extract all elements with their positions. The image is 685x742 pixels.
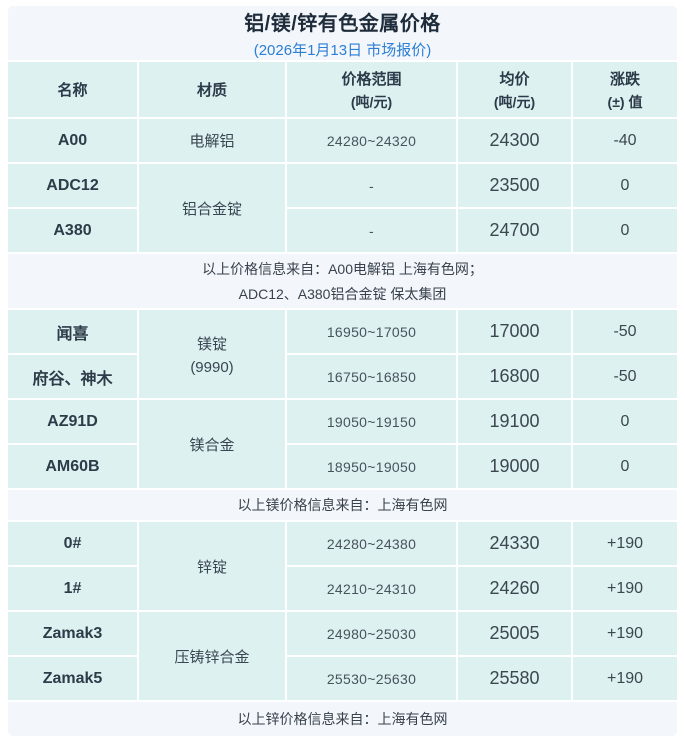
material-grade: (9990) xyxy=(190,358,234,376)
column-header-name: 名称 xyxy=(8,62,137,117)
column-header-average-price: 均价 (吨/元) xyxy=(458,62,571,117)
price-range-cell: - xyxy=(287,164,456,207)
name-cell: A380 xyxy=(8,209,137,252)
title-band: 铝/镁/锌有色金属价格 (2026年1月13日 市场报价) xyxy=(8,6,677,60)
avg-price-cell: 25005 xyxy=(458,612,571,655)
column-header-material: 材质 xyxy=(139,62,285,117)
avg-price-cell: 19000 xyxy=(458,445,571,488)
column-header-price-range: 价格范围 (吨/元) xyxy=(287,62,456,117)
material-cell-merged: 压铸锌合金 xyxy=(139,612,285,700)
price-range-cell: 16750~16850 xyxy=(287,355,456,398)
change-cell: -40 xyxy=(573,119,677,162)
name-cell: Zamak3 xyxy=(8,612,137,655)
zinc-section: 0# 锌锭 24280~24380 24330 +190 1# 24210~24… xyxy=(8,522,677,700)
avg-price-cell: 25580 xyxy=(458,657,571,700)
name-cell: 闻喜 xyxy=(8,310,137,353)
material-label: 镁锭 xyxy=(196,335,227,353)
avg-price-cell: 24330 xyxy=(458,522,571,565)
name-cell: 0# xyxy=(8,522,137,565)
magnesium-source-note: 以上镁价格信息来自：上海有色网 xyxy=(8,490,677,520)
price-range-cell: 24280~24320 xyxy=(287,119,456,162)
change-cell: +190 xyxy=(573,612,677,655)
column-header-label: 均价 xyxy=(499,70,530,88)
column-header-label: 名称 xyxy=(57,82,88,99)
aluminum-section: A00 电解铝 24280~24320 24300 -40 ADC12 铝合金锭… xyxy=(8,119,677,252)
price-range-cell: 25530~25630 xyxy=(287,657,456,700)
change-cell: 0 xyxy=(573,400,677,443)
avg-price-cell: 16800 xyxy=(458,355,571,398)
table-header-row: 名称 材质 价格范围 (吨/元) 均价 (吨/元) 涨跌 (±) 值 xyxy=(8,62,677,117)
material-cell-merged: 镁锭 (9990) xyxy=(139,310,285,398)
material-cell-merged: 锌锭 xyxy=(139,522,285,610)
report-date-subtitle: (2026年1月13日 市场报价) xyxy=(253,41,432,59)
avg-price-cell: 19100 xyxy=(458,400,571,443)
note-line: 以上价格信息来自：A00电解铝 上海有色网； xyxy=(202,260,483,277)
zinc-source-note: 以上锌价格信息来自：上海有色网 xyxy=(8,702,677,736)
price-report-card: 铝/镁/锌有色金属价格 (2026年1月13日 市场报价) 名称 材质 价格范围… xyxy=(8,6,677,736)
price-range-cell: 16950~17050 xyxy=(287,310,456,353)
change-cell: -50 xyxy=(573,355,677,398)
name-cell: 1# xyxy=(8,567,137,610)
price-range-cell: 18950~19050 xyxy=(287,445,456,488)
material-cell-merged: 镁合金 xyxy=(139,400,285,488)
avg-price-cell: 24300 xyxy=(458,119,571,162)
change-cell: +190 xyxy=(573,522,677,565)
name-cell: AZ91D xyxy=(8,400,137,443)
name-cell: AM60B xyxy=(8,445,137,488)
note-line: 以上锌价格信息来自：上海有色网 xyxy=(237,711,448,727)
name-cell: Zamak5 xyxy=(8,657,137,700)
column-header-unit: (吨/元) xyxy=(493,93,536,110)
change-cell: +190 xyxy=(573,567,677,610)
aluminum-source-note: 以上价格信息来自：A00电解铝 上海有色网； ADC12、A380铝合金锭 保太… xyxy=(8,254,677,308)
price-range-cell: 24210~24310 xyxy=(287,567,456,610)
avg-price-cell: 24700 xyxy=(458,209,571,252)
page-title: 铝/镁/锌有色金属价格 xyxy=(244,12,441,35)
name-cell: A00 xyxy=(8,119,137,162)
material-cell: 电解铝 xyxy=(139,119,285,162)
material-cell-merged: 铝合金锭 xyxy=(139,164,285,252)
avg-price-cell: 24260 xyxy=(458,567,571,610)
column-header-unit: (±) 值 xyxy=(607,93,643,110)
change-cell: -50 xyxy=(573,310,677,353)
avg-price-cell: 23500 xyxy=(458,164,571,207)
name-cell: ADC12 xyxy=(8,164,137,207)
price-range-cell: 24980~25030 xyxy=(287,612,456,655)
name-cell: 府谷、神木 xyxy=(8,355,137,398)
change-cell: 0 xyxy=(573,209,677,252)
column-header-label: 涨跌 xyxy=(609,70,640,88)
column-header-label: 价格范围 xyxy=(341,70,402,88)
price-range-cell: 19050~19150 xyxy=(287,400,456,443)
magnesium-section: 闻喜 镁锭 (9990) 16950~17050 17000 -50 府谷、神木… xyxy=(8,310,677,488)
column-header-unit: (吨/元) xyxy=(350,93,393,110)
change-cell: 0 xyxy=(573,164,677,207)
price-range-cell: 24280~24380 xyxy=(287,522,456,565)
change-cell: 0 xyxy=(573,445,677,488)
avg-price-cell: 17000 xyxy=(458,310,571,353)
note-line: 以上镁价格信息来自：上海有色网 xyxy=(237,497,448,513)
change-cell: +190 xyxy=(573,657,677,700)
note-line: ADC12、A380铝合金锭 保太集团 xyxy=(238,285,447,302)
price-range-cell: - xyxy=(287,209,456,252)
column-header-label: 材质 xyxy=(196,82,227,99)
column-header-change: 涨跌 (±) 值 xyxy=(573,62,677,117)
